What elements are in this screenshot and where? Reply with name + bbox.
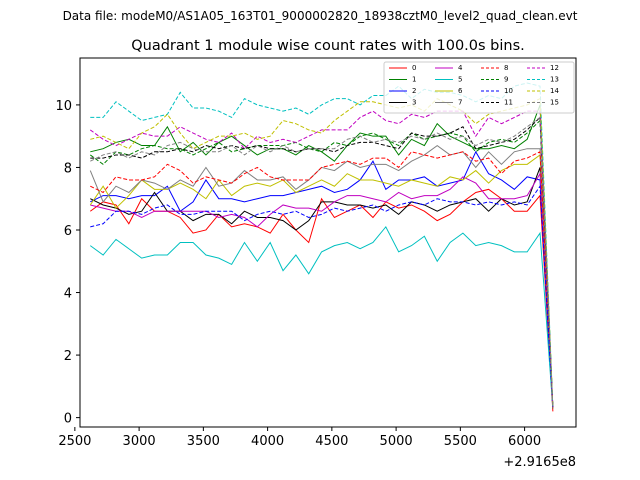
legend-label-1: 1: [412, 76, 416, 84]
series-line-2: [90, 150, 554, 409]
x-tick-label: 3500: [187, 434, 220, 449]
legend-label-14: 14: [550, 87, 559, 95]
series-line-11: [90, 116, 554, 409]
x-tick-label: 5000: [380, 434, 413, 449]
x-tick-label: 5500: [444, 434, 477, 449]
legend-label-4: 4: [458, 64, 463, 72]
chart-title: Quadrant 1 module wise count rates with …: [131, 38, 525, 54]
x-tick-label: 4000: [251, 434, 284, 449]
series-line-9: [89, 119, 554, 409]
series-line-1: [90, 104, 554, 409]
series-line-14: [90, 97, 554, 409]
legend-label-0: 0: [412, 64, 416, 72]
y-tick-label: 4: [64, 287, 72, 302]
legend-label-6: 6: [458, 87, 463, 95]
y-tick-label: 10: [55, 99, 72, 114]
legend-label-12: 12: [550, 64, 559, 72]
series-line-15: [90, 116, 554, 409]
x-tick-label: 6000: [508, 434, 541, 449]
legend-label-9: 9: [504, 76, 508, 84]
series-group: [89, 82, 554, 412]
x-tick-label: 3000: [123, 434, 156, 449]
plot-frame: [79, 57, 577, 428]
legend-label-8: 8: [504, 64, 508, 72]
x-tick-label: 2500: [58, 434, 91, 449]
legend-label-3: 3: [412, 99, 416, 107]
series-line-5: [89, 225, 554, 409]
legend-label-11: 11: [504, 99, 513, 107]
series-line-4: [90, 172, 554, 409]
legend-label-10: 10: [504, 87, 513, 95]
series-line-7: [89, 144, 554, 409]
legend-label-13: 13: [550, 76, 559, 84]
series-line-13: [90, 82, 554, 409]
y-tick-label: 8: [64, 161, 72, 176]
y-tick-label: 0: [64, 412, 72, 427]
series-line-10: [90, 184, 554, 409]
x-tick-label: 4500: [315, 434, 348, 449]
y-tick-label: 6: [64, 224, 72, 239]
x-axis: 2500 3000 3500 4000 4500 5000 5500 6000: [58, 427, 541, 449]
legend-label-7: 7: [458, 99, 462, 107]
x-offset-label: +2.9165e8: [503, 455, 576, 470]
series-line-12: [89, 110, 554, 409]
chart-suptitle: Data file: modeM0/AS1A05_163T01_90000028…: [63, 9, 578, 23]
series-line-0: [89, 188, 554, 412]
series-line-8: [90, 151, 554, 409]
legend-label-5: 5: [458, 76, 462, 84]
y-tick-label: 2: [64, 349, 72, 364]
legend-box: [383, 61, 575, 114]
y-axis: 0 2 4 6 8 10: [55, 99, 80, 427]
legend-label-2: 2: [412, 87, 416, 95]
legend-label-15: 15: [550, 99, 559, 107]
